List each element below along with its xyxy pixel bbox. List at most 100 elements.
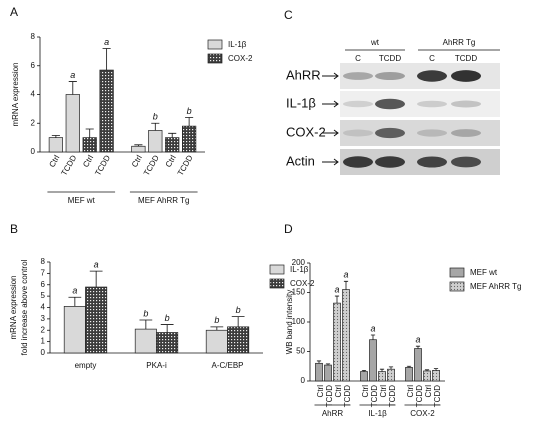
error-bar [231, 316, 245, 327]
group-label: MEF wt [68, 196, 96, 205]
blot-row-label: COX-2 [286, 124, 326, 139]
x-tick-label: Ctrl [316, 385, 325, 398]
y-tick-label: 200 [292, 258, 306, 267]
x-tick-label: empty [75, 361, 97, 370]
bar [134, 328, 157, 354]
bar [360, 371, 368, 382]
blot-band [375, 71, 405, 81]
blot-band [451, 129, 481, 137]
error-bar [102, 48, 111, 71]
blot-band [417, 156, 447, 168]
x-tick-label: Ctrl [164, 153, 178, 168]
error-bar [415, 345, 421, 349]
error-bar [379, 368, 385, 372]
blot-band [375, 156, 405, 168]
y-tick-label: 4 [41, 303, 46, 312]
legend-swatch [207, 39, 223, 50]
x-tick-label: Ctrl [334, 385, 343, 398]
bar [205, 329, 228, 354]
x-tick-label: TCDD [93, 153, 112, 177]
legend-label: MEF wt [470, 268, 498, 277]
y-tick-label: 150 [292, 288, 306, 297]
bar [85, 286, 108, 354]
bar [342, 289, 350, 382]
blot-row-label: Actin [286, 153, 315, 168]
significance-letter: a [104, 37, 109, 47]
bar [324, 364, 332, 382]
error-bar [168, 132, 177, 138]
y-tick-label: 0 [31, 147, 36, 156]
significance-letter: a [334, 284, 339, 294]
y-tick-label: 50 [296, 347, 305, 356]
x-tick-label: TCDD [59, 153, 78, 177]
blot-band [343, 72, 373, 80]
blot-lane-label: TCDD [455, 54, 477, 63]
panel-label: C [284, 8, 293, 22]
y-tick-label: 2 [41, 325, 46, 334]
bar [131, 145, 146, 153]
bar [148, 130, 163, 153]
bar [99, 69, 114, 153]
group-label: COX-2 [410, 409, 435, 418]
x-tick-label: TCDD [370, 385, 379, 407]
blot-lane-label: TCDD [379, 54, 401, 63]
bar [182, 125, 197, 153]
significance-letter: b [187, 106, 192, 116]
y-tick-label: 6 [31, 61, 36, 70]
x-tick-label: Ctrl [47, 153, 61, 168]
blot-arrow [322, 158, 339, 166]
x-tick-label: TCDD [343, 385, 352, 407]
x-tick-label: Ctrl [379, 385, 388, 398]
bar [387, 368, 395, 382]
y-tick-label: 8 [41, 257, 46, 266]
blot-band [343, 156, 373, 168]
y-tick-label: 7 [41, 268, 46, 277]
x-tick-label: TCDD [325, 385, 334, 407]
bar [65, 94, 80, 153]
blot-band [375, 98, 405, 110]
significance-letter: a [72, 286, 77, 296]
bar [48, 137, 63, 153]
bar [315, 362, 323, 382]
y-tick-label: 6 [41, 280, 46, 289]
y-axis-label: fold increase above control [20, 259, 29, 355]
error-bar [424, 369, 430, 371]
significance-letter: b [165, 313, 170, 323]
x-tick-label: Ctrl [130, 153, 144, 168]
blot-arrow [322, 72, 339, 80]
legend-label: MEF AhRR Tg [470, 282, 521, 291]
blot-band [417, 100, 447, 108]
legend-swatch [207, 53, 223, 64]
error-bar [89, 270, 103, 288]
error-bar [433, 368, 439, 371]
error-bar [160, 324, 174, 333]
bar [227, 326, 250, 354]
y-axis-label: mRNA expression [11, 62, 20, 126]
blot-arrow [322, 129, 339, 137]
error-bar [343, 280, 349, 290]
blot-lane-label: C [429, 54, 435, 63]
y-tick-label: 5 [41, 291, 46, 300]
significance-letter: b [143, 308, 148, 318]
legend-swatch [449, 267, 465, 278]
bar [156, 332, 179, 354]
significance-letter: b [153, 112, 158, 122]
bar [423, 370, 431, 382]
x-tick-label: Ctrl [361, 385, 370, 398]
y-tick-label: 2 [31, 118, 36, 127]
significance-letter: a [415, 335, 420, 345]
error-bar [139, 319, 153, 330]
group-label: MEF AhRR Tg [138, 196, 189, 205]
error-bar [334, 295, 340, 304]
x-tick-label: TCDD [433, 385, 442, 407]
error-bar [406, 365, 412, 368]
bar [63, 306, 86, 354]
error-bar [151, 122, 160, 131]
error-bar [51, 135, 60, 138]
legend-label: COX-2 [290, 279, 315, 288]
error-bar [210, 326, 224, 331]
bar [414, 348, 422, 382]
x-tick-label: Ctrl [406, 385, 415, 398]
significance-letter: a [343, 270, 348, 280]
